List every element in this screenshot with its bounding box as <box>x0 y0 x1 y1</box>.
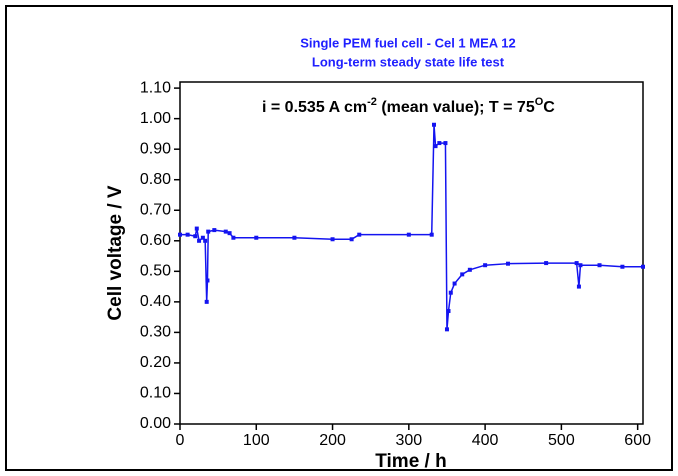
point <box>212 228 217 233</box>
annotation: i = 0.535 A cm-2 (mean value); T = 75OC <box>262 96 555 116</box>
series-line <box>180 124 643 330</box>
y-tick-label: 1.10 <box>140 79 171 96</box>
point <box>357 232 362 237</box>
y-tick-label: 1.00 <box>140 110 171 127</box>
point <box>206 229 211 234</box>
point <box>578 263 583 268</box>
point <box>544 261 549 266</box>
y-axis-label: Cell voltage / V <box>105 185 126 320</box>
point <box>444 327 449 332</box>
point <box>349 237 354 242</box>
point <box>185 232 190 237</box>
point <box>576 284 581 289</box>
point <box>620 264 625 269</box>
y-tick-label: 0.20 <box>140 354 171 371</box>
annotation-sup: O <box>535 96 544 108</box>
point <box>483 263 488 268</box>
y-tick-label: 0.50 <box>140 263 171 280</box>
point <box>452 281 457 286</box>
chart-title: Single PEM fuel cell - Cel 1 MEA 12 <box>300 35 516 50</box>
y-tick-label: 0.40 <box>140 293 171 310</box>
y-tick-label: 0.10 <box>140 385 171 402</box>
point <box>406 232 411 237</box>
point <box>204 299 209 304</box>
point <box>505 261 510 266</box>
point <box>178 232 182 237</box>
y-tick-label: 0.90 <box>140 140 171 157</box>
point <box>203 238 208 243</box>
x-tick-label: 300 <box>395 432 422 449</box>
point <box>443 141 448 146</box>
frame <box>5 5 673 471</box>
point <box>223 229 228 234</box>
y-tick-label: 0.80 <box>140 171 171 188</box>
x-tick-label: 400 <box>472 432 499 449</box>
point <box>433 144 438 149</box>
y-tick-label: 0.70 <box>140 201 171 218</box>
point <box>432 122 437 127</box>
point <box>231 235 236 240</box>
annotation-text: C <box>543 99 555 116</box>
annotation-sup: -2 <box>367 96 377 108</box>
point <box>467 267 472 272</box>
x-tick-label: 0 <box>176 432 185 449</box>
x-tick-label: 100 <box>243 432 270 449</box>
annotation-text: (mean value); T = 75 <box>377 99 535 116</box>
point <box>227 231 232 236</box>
y-tick-label: 0.00 <box>140 415 171 432</box>
point <box>429 232 434 237</box>
y-tick-label: 0.60 <box>140 232 171 249</box>
annotation-text: i = 0.535 A cm <box>262 99 367 116</box>
point <box>574 261 579 266</box>
point <box>641 264 645 269</box>
point <box>437 141 442 146</box>
point <box>446 309 451 314</box>
point <box>597 263 602 268</box>
plot-area <box>179 81 644 425</box>
chart-subtitle: Long-term steady state life test <box>312 54 505 69</box>
x-tick-label: 500 <box>548 432 575 449</box>
point <box>254 235 259 240</box>
x-axis-label: Time / h <box>375 451 446 472</box>
point <box>200 235 205 240</box>
point <box>194 226 199 231</box>
y-tick-label: 0.30 <box>140 324 171 341</box>
point <box>448 290 453 295</box>
point <box>205 278 210 283</box>
point <box>197 238 202 243</box>
x-tick-label: 200 <box>319 432 346 449</box>
point <box>292 235 297 240</box>
x-tick-label: 600 <box>624 432 651 449</box>
point <box>460 272 465 277</box>
point <box>193 234 198 239</box>
point <box>330 237 335 242</box>
